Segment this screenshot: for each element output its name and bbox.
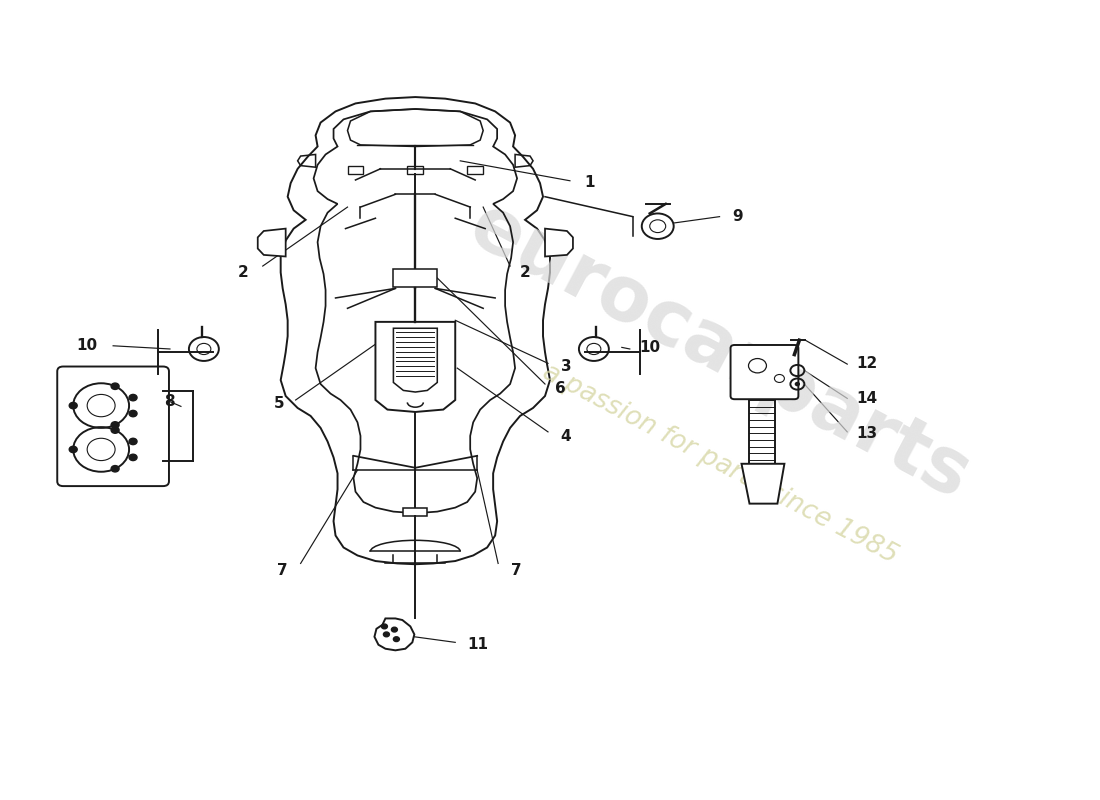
Circle shape [394,637,399,642]
Polygon shape [257,229,286,257]
Circle shape [384,632,389,637]
Text: 7: 7 [510,563,521,578]
Circle shape [382,624,387,629]
Text: 3: 3 [561,359,571,374]
Text: 6: 6 [554,382,565,396]
Circle shape [69,402,77,409]
Circle shape [795,382,800,386]
FancyBboxPatch shape [57,366,169,486]
FancyBboxPatch shape [730,345,799,399]
Circle shape [129,454,138,461]
Text: 14: 14 [857,391,878,406]
Circle shape [111,383,119,390]
Text: 4: 4 [561,429,571,444]
Circle shape [129,438,138,445]
Text: 1: 1 [584,175,595,190]
Text: 12: 12 [857,356,878,371]
Text: a passion for parts since 1985: a passion for parts since 1985 [538,358,902,569]
Text: eurocarparts: eurocarparts [456,189,982,515]
FancyBboxPatch shape [394,270,438,286]
Circle shape [111,422,119,428]
Polygon shape [741,464,784,504]
Circle shape [129,394,138,401]
Text: 2: 2 [519,265,530,280]
Text: 8: 8 [164,394,174,409]
Text: 13: 13 [857,426,878,441]
Text: 11: 11 [468,638,488,652]
FancyBboxPatch shape [404,509,427,516]
Text: 9: 9 [733,209,742,224]
Polygon shape [544,229,573,257]
Polygon shape [375,322,455,412]
Polygon shape [374,618,415,650]
Text: 10: 10 [639,340,660,355]
Circle shape [111,427,119,434]
Text: 5: 5 [274,397,284,411]
Polygon shape [280,97,550,564]
Circle shape [111,466,119,472]
Text: 10: 10 [77,338,98,354]
Text: 2: 2 [238,265,249,280]
Circle shape [392,627,397,632]
Text: 7: 7 [277,563,288,578]
Circle shape [129,410,138,417]
Circle shape [69,446,77,453]
